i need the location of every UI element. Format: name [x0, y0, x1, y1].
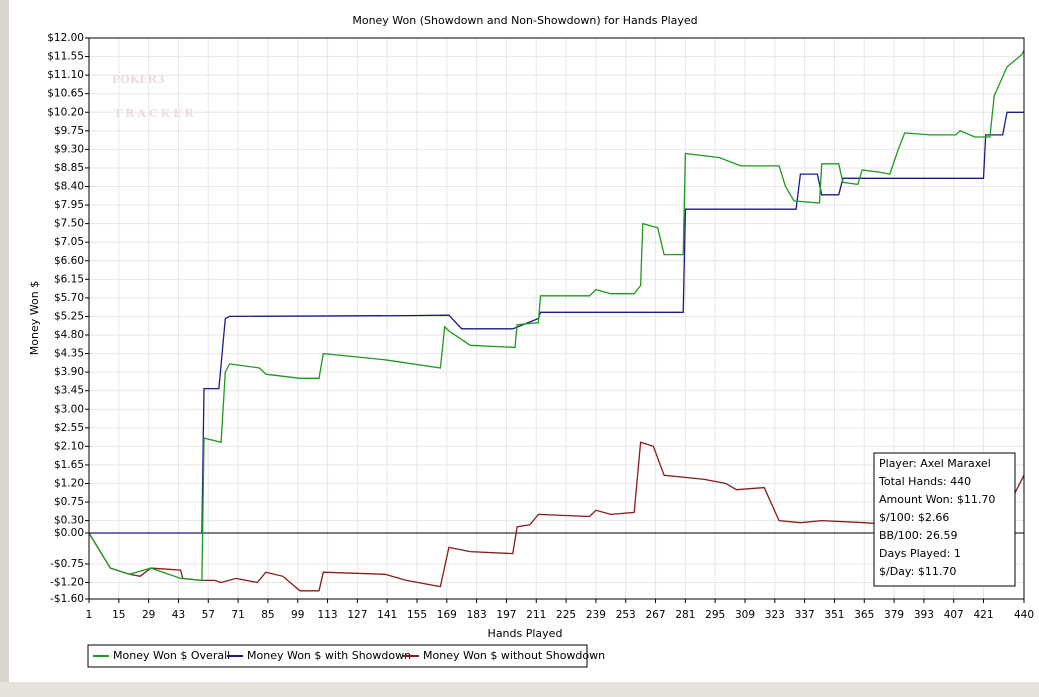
x-tick-label: 57 — [202, 609, 215, 621]
x-tick-label: 43 — [172, 609, 185, 621]
lines — [88, 50, 1025, 592]
watermark: POKER3 — [112, 73, 165, 86]
legend-label: Money Won $ without Showdown — [423, 649, 605, 662]
y-tick-label: $7.05 — [54, 236, 84, 248]
x-tick-label: 71 — [231, 609, 244, 621]
y-tick-label: $5.25 — [54, 310, 84, 322]
y-tick-label: $6.60 — [54, 255, 84, 267]
x-tick-label: 379 — [884, 609, 904, 621]
y-tick-label: $10.65 — [47, 88, 84, 100]
y-tick-label: $9.30 — [54, 143, 84, 155]
legend-label: Money Won $ with Showdown — [247, 649, 411, 662]
left-edge — [0, 0, 9, 697]
y-tick-label: $0.75 — [54, 496, 84, 508]
y-tick-label: $4.80 — [54, 329, 84, 341]
y-tick-label: $5.70 — [54, 292, 84, 304]
x-tick-label: 295 — [705, 609, 725, 621]
y-axis-label: Money Won $ — [28, 281, 41, 355]
x-axis-label: Hands Played — [488, 627, 563, 640]
x-tick-label: 113 — [318, 609, 338, 621]
stat-line: Player: Axel Maraxel — [879, 457, 991, 470]
x-tick-label: 15 — [112, 609, 125, 621]
y-tick-label: -$0.75 — [50, 558, 84, 570]
x-tick-label: 99 — [291, 609, 304, 621]
stat-line: $/Day: $11.70 — [879, 565, 956, 578]
y-tick-label: $0.30 — [54, 515, 84, 527]
y-tick-label: $7.50 — [54, 218, 84, 230]
y-tick-label: -$1.60 — [50, 593, 84, 605]
series-line — [88, 50, 1025, 582]
watermark: TRACKER — [114, 107, 197, 120]
y-tick-label: $2.55 — [54, 422, 84, 434]
x-tick-label: 407 — [944, 609, 964, 621]
x-tick-label: 155 — [407, 609, 427, 621]
y-tick-label: $12.00 — [47, 32, 84, 44]
y-tick-label: $1.20 — [54, 478, 84, 490]
y-tick-label: $3.00 — [54, 403, 84, 415]
x-tick-label: 440 — [1014, 609, 1034, 621]
plot-frame — [88, 37, 1025, 600]
x-tick-label: 197 — [496, 609, 516, 621]
x-tick-label: 225 — [556, 609, 576, 621]
stats-frame — [873, 452, 1016, 587]
x-tick-label: 85 — [261, 609, 274, 621]
x-tick-label: 337 — [795, 609, 815, 621]
x-tick-label: 253 — [616, 609, 636, 621]
x-tick-label: 211 — [526, 609, 546, 621]
legend-label: Money Won $ Overall — [113, 649, 230, 662]
x-tick-label: 351 — [824, 609, 844, 621]
chart-title: Money Won (Showdown and Non-Showdown) fo… — [352, 14, 697, 27]
stats-box: Player: Axel Maraxel Total Hands: 440 Amou… — [873, 452, 1016, 587]
grid — [88, 37, 1025, 600]
stat-line: Total Hands: 440 — [878, 475, 971, 488]
series-line — [89, 111, 1024, 534]
x-tick-label: 323 — [765, 609, 785, 621]
y-tick-label: $11.55 — [47, 51, 84, 63]
y-tick-label: $1.65 — [54, 459, 84, 471]
x-tick-label: 267 — [646, 609, 666, 621]
x-tick-label: 393 — [914, 609, 934, 621]
y-tick-label: $3.45 — [54, 385, 84, 397]
y-tick-label: $0.00 — [54, 527, 84, 539]
y-tick-label: $11.10 — [47, 69, 84, 81]
x-tick-label: 169 — [437, 609, 457, 621]
stat-line: Amount Won: $11.70 — [879, 493, 995, 506]
y-tick-label: $4.35 — [54, 348, 84, 360]
y-tick-label: $8.85 — [54, 162, 84, 174]
y-tick-label: $8.40 — [54, 181, 84, 193]
x-tick-label: 309 — [735, 609, 755, 621]
y-tick-label: $3.90 — [54, 366, 84, 378]
x-tick-label: 365 — [854, 609, 874, 621]
y-tick-label: $10.20 — [47, 106, 84, 118]
y-tick-label: $7.95 — [54, 199, 84, 211]
stat-line: Days Played: 1 — [879, 547, 961, 560]
legend-frame — [87, 644, 588, 668]
y-tick-label: $2.10 — [54, 440, 84, 452]
bottom-edge — [0, 682, 1039, 697]
x-tick-label: 1 — [86, 609, 93, 621]
y-tick-label: -$1.20 — [50, 577, 84, 589]
x-tick-label: 29 — [142, 609, 155, 621]
y-tick-label: $6.15 — [54, 273, 84, 285]
x-tick-label: 141 — [377, 609, 397, 621]
x-tick-label: 127 — [347, 609, 367, 621]
y-tick-label: $9.75 — [54, 125, 84, 137]
x-tick-label: 281 — [675, 609, 695, 621]
x-tick-label: 183 — [467, 609, 487, 621]
x-tick-label: 421 — [974, 609, 994, 621]
x-tick-label: 239 — [586, 609, 606, 621]
ticks: $12.00 $11.55 $11.10 $10.65 $10.20 $9.75 $9.30… — [47, 32, 1034, 621]
stat-line: $/100: $2.66 — [879, 511, 949, 524]
series-line — [88, 441, 1025, 592]
legend: Money Won $ Overall Money Won $ with Show… — [87, 644, 605, 668]
stat-line: BB/100: 26.59 — [879, 529, 958, 542]
